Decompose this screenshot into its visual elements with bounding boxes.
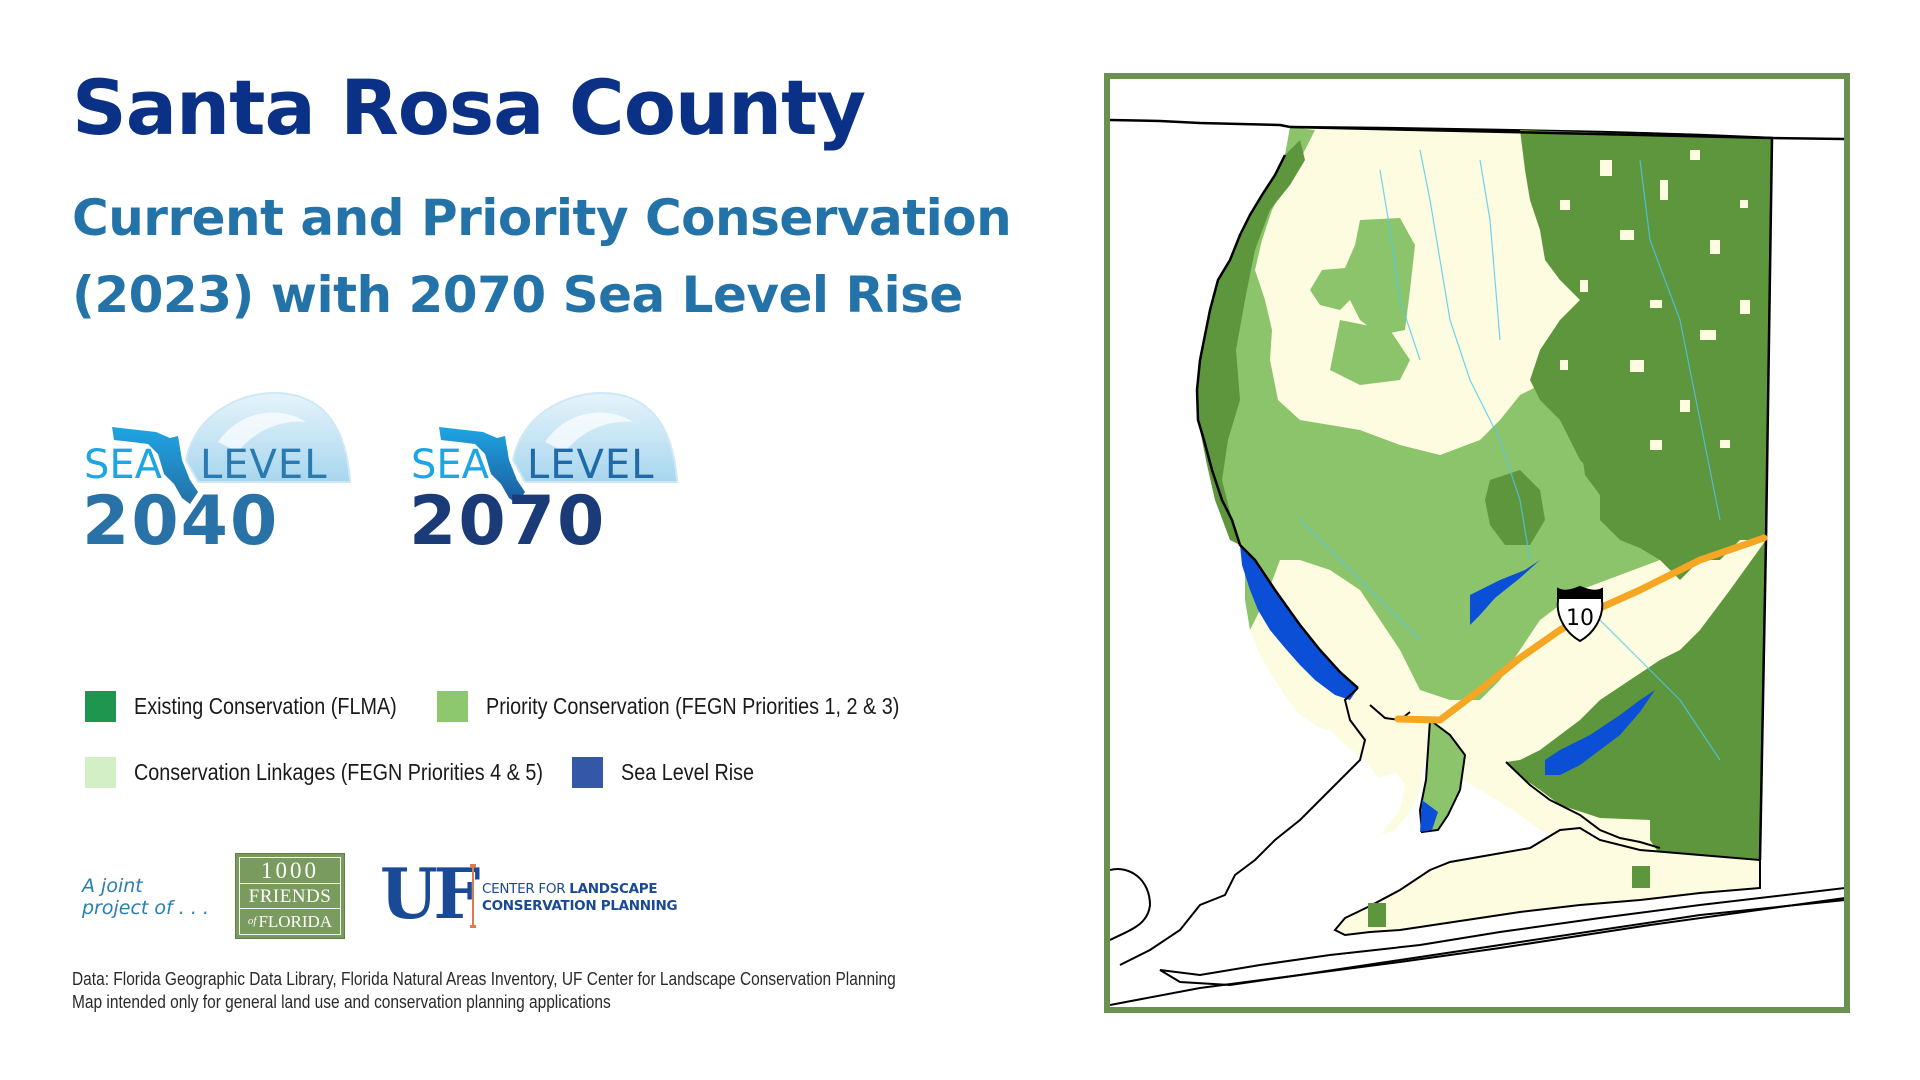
legend-item-priority-conservation: Priority Conservation (FEGN Priorities 1… <box>437 690 967 722</box>
peninsula <box>1418 718 1467 834</box>
streams <box>1299 149 1721 761</box>
svg-text:LEVEL: LEVEL <box>200 442 327 488</box>
svg-text:SEA: SEA <box>84 442 163 488</box>
inholdings <box>1560 150 1750 450</box>
legend-item-existing-conservation: Existing Conservation (FLMA) <box>85 690 440 722</box>
interstate-shield-icon: 10 <box>1556 585 1604 643</box>
sea-level-2070-logo: SEA LEVEL 2070 <box>405 382 695 562</box>
existing-block <box>1485 470 1545 545</box>
page-title: Santa Rosa County <box>72 63 866 152</box>
west-coastline <box>1195 154 1359 689</box>
existing-block <box>1368 903 1386 927</box>
county-boundary <box>1289 125 1774 861</box>
sea-level-rise-east-bay <box>1545 690 1655 775</box>
subtitle-line-2: (2023) with 2070 Sea Level Rise <box>72 266 963 324</box>
existing-conservation-swatch <box>85 690 116 722</box>
wave-florida-icon: SEA LEVEL 2040 <box>82 392 351 561</box>
existing-block <box>1580 430 1640 495</box>
map-frame: 10 <box>1104 73 1850 1013</box>
gulf-coastline <box>1110 897 1844 1006</box>
subtitle-line-1: Current and Priority Conservation <box>72 189 1012 247</box>
uf-logo-divider <box>470 864 476 928</box>
data-source-note: Data: Florida Geographic Data Library, F… <box>72 968 896 1014</box>
priority-block <box>1310 218 1415 335</box>
svg-text:2070: 2070 <box>409 482 606 561</box>
sea-level-2040-logo: SEA LEVEL 2040 <box>78 382 368 562</box>
data-source-text: Data: Florida Geographic Data Library, F… <box>72 969 896 989</box>
sea-level-rise-river <box>1470 560 1540 625</box>
svg-text:10: 10 <box>1566 606 1594 631</box>
svg-text:SEA: SEA <box>411 442 490 488</box>
legend-item-sea-level-rise: Sea Level Rise <box>572 756 776 788</box>
uf-logo-mark: UF <box>380 853 480 935</box>
legend-item-conservation-linkages: Conservation Linkages (FEGN Priorities 4… <box>85 756 610 788</box>
map-legend: Existing Conservation (FLMA) Priority Co… <box>85 690 945 800</box>
disclaimer-text: Map intended only for general land use a… <box>72 992 611 1012</box>
svg-text:LEVEL: LEVEL <box>527 442 654 488</box>
joint-project-text: A joint project of . . . <box>82 875 209 919</box>
county-map: 10 <box>1110 118 1844 1006</box>
priority-conservation-swatch <box>437 690 468 722</box>
legend-label: Conservation Linkages (FEGN Priorities 4… <box>134 758 543 785</box>
page-subtitle: Current and Priority Conservation (2023)… <box>72 180 1012 334</box>
priority-region-west <box>1197 127 1766 700</box>
interstate-10-route <box>1394 534 1768 724</box>
uf-center-name: CENTER FOR LANDSCAPE CONSERVATION PLANNI… <box>482 881 678 914</box>
legend-label: Existing Conservation (FLMA) <box>134 692 397 719</box>
wave-florida-icon: SEA LEVEL 2070 <box>409 392 678 561</box>
existing-block <box>1632 866 1650 888</box>
gulf-breeze-peninsula <box>1333 826 1761 937</box>
legend-label: Sea Level Rise <box>621 758 755 785</box>
legend-label: Priority Conservation (FEGN Priorities 1… <box>486 692 900 719</box>
island-outline <box>1110 868 1152 941</box>
bay-east-shore <box>1505 761 1661 849</box>
sea-level-rise-peninsula <box>1420 800 1438 832</box>
svg-text:2040: 2040 <box>82 482 279 561</box>
sea-level-rise-swatch <box>572 756 603 788</box>
bay-west-shore <box>1119 687 1367 966</box>
1000-friends-of-florida-logo: 1000 FRIENDS of FLORIDA <box>235 853 345 939</box>
existing-coast-west <box>1197 140 1305 545</box>
priority-block <box>1330 320 1410 385</box>
existing-conservation-east <box>1506 130 1772 872</box>
conservation-linkages-swatch <box>85 756 116 788</box>
